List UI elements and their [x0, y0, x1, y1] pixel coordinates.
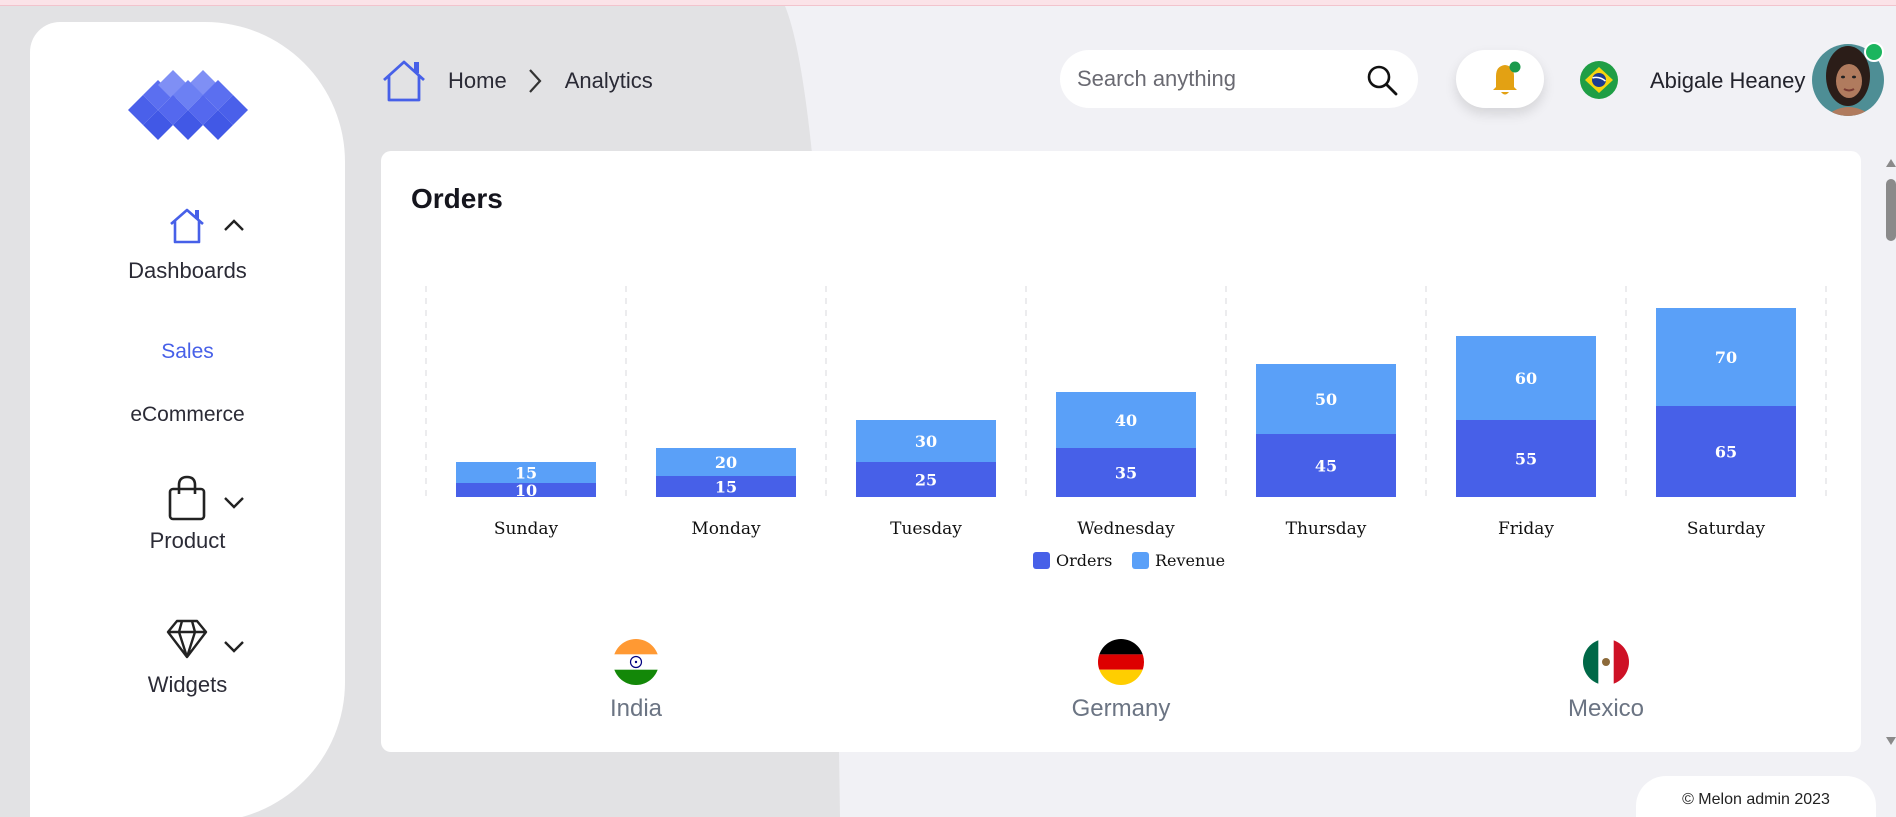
bar-revenue — [1256, 364, 1396, 434]
data-label: 45 — [1315, 457, 1337, 476]
data-label: 70 — [1715, 348, 1737, 367]
top-strip — [0, 0, 1896, 6]
breadcrumb-home[interactable]: Home — [448, 68, 507, 93]
legend-label: Orders — [1056, 551, 1112, 570]
bar-orders — [456, 483, 596, 497]
breadcrumb-current: Analytics — [564, 68, 653, 93]
bar-orders — [1456, 420, 1596, 497]
breadcrumb: Home Analytics — [380, 58, 653, 104]
germany-flag-icon — [1098, 639, 1144, 685]
diamond-icon — [166, 619, 208, 659]
orders-card: Orders 10 15 Sunday 15 20 Monday 25 30 Tuesday 35… — [381, 151, 1861, 752]
search-icon[interactable] — [1366, 64, 1398, 96]
data-label: 55 — [1515, 450, 1537, 469]
data-label: 25 — [915, 471, 937, 490]
data-label: 30 — [915, 432, 937, 451]
bar-revenue — [456, 462, 596, 483]
scroll-down-arrow-icon[interactable] — [1885, 735, 1896, 747]
country-germany: Germany — [1021, 639, 1221, 723]
bar-orders — [1656, 406, 1796, 497]
data-label: 35 — [1115, 464, 1137, 483]
bar-revenue — [856, 420, 996, 462]
nav-sales[interactable]: Sales — [161, 340, 214, 363]
online-status-dot — [1864, 42, 1884, 62]
mexico-flag-icon — [1583, 639, 1629, 685]
brazil-flag-icon[interactable] — [1580, 61, 1618, 99]
x-tick-label: Tuesday — [890, 519, 962, 539]
x-tick-label: Sunday — [494, 519, 559, 539]
nav-product[interactable]: Product — [30, 474, 345, 554]
home-icon — [170, 208, 204, 244]
legend-label: Revenue — [1155, 551, 1225, 570]
nav-dashboards-label: Dashboards — [128, 258, 247, 283]
data-label: 20 — [715, 453, 737, 472]
data-label: 15 — [515, 464, 537, 483]
scroll-thumb[interactable] — [1886, 179, 1896, 241]
footer: © Melon admin 2023 — [1636, 776, 1876, 817]
nav-dashboards[interactable]: Dashboards — [30, 204, 345, 284]
country-india: India — [536, 639, 736, 723]
legend-swatch — [1033, 552, 1050, 569]
country-label: India — [609, 695, 663, 722]
data-label: 65 — [1715, 443, 1737, 462]
search-input[interactable] — [1077, 66, 1357, 92]
data-label: 15 — [715, 478, 737, 497]
nav-product-label: Product — [149, 528, 226, 553]
india-flag-icon — [613, 639, 659, 685]
chevron-up-icon[interactable] — [223, 218, 245, 232]
home-icon[interactable] — [380, 58, 428, 104]
scroll-up-arrow-icon[interactable] — [1885, 157, 1896, 169]
data-label: 40 — [1115, 411, 1137, 430]
country-label: Mexico — [1567, 695, 1645, 722]
bar-revenue — [1056, 392, 1196, 448]
x-tick-label: Monday — [691, 519, 761, 539]
bar-revenue — [1656, 308, 1796, 406]
chevron-down-icon[interactable] — [223, 640, 245, 654]
scrollbar[interactable] — [1884, 155, 1896, 752]
chevron-down-icon[interactable] — [223, 496, 245, 510]
x-tick-label: Thursday — [1286, 519, 1367, 539]
nav-widgets-label: Widgets — [147, 672, 228, 697]
chevron-right-icon — [528, 69, 542, 93]
x-tick-label: Saturday — [1687, 519, 1766, 539]
logo-icon[interactable] — [128, 70, 248, 150]
shopping-bag-icon — [168, 475, 206, 521]
sidebar: Dashboards Sales eCommerce Product Widge… — [30, 22, 345, 817]
bar-orders — [656, 476, 796, 497]
bar-revenue — [1456, 336, 1596, 420]
legend-swatch — [1132, 552, 1149, 569]
data-label: 10 — [515, 481, 537, 500]
bell-icon — [1493, 61, 1521, 95]
country-mexico: Mexico — [1506, 639, 1706, 723]
nav-widgets[interactable]: Widgets — [30, 618, 345, 698]
card-title: Orders — [411, 183, 503, 214]
data-label: 50 — [1315, 390, 1337, 409]
user-name[interactable]: Abigale Heaney — [1650, 68, 1806, 93]
nav-ecommerce[interactable]: eCommerce — [130, 403, 245, 426]
data-label: 60 — [1515, 369, 1537, 388]
search-box — [1060, 50, 1418, 108]
x-tick-label: Wednesday — [1077, 519, 1175, 539]
orders-chart: 1015Sunday1520Monday2530Tuesday3540Wedne… — [425, 286, 1827, 570]
country-label: Germany — [1071, 695, 1171, 722]
bar-orders — [856, 462, 996, 497]
x-tick-label: Friday — [1498, 519, 1554, 539]
notifications-button[interactable] — [1456, 50, 1544, 108]
bar-orders — [1056, 448, 1196, 497]
bar-orders — [1256, 434, 1396, 497]
bar-revenue — [656, 448, 796, 476]
